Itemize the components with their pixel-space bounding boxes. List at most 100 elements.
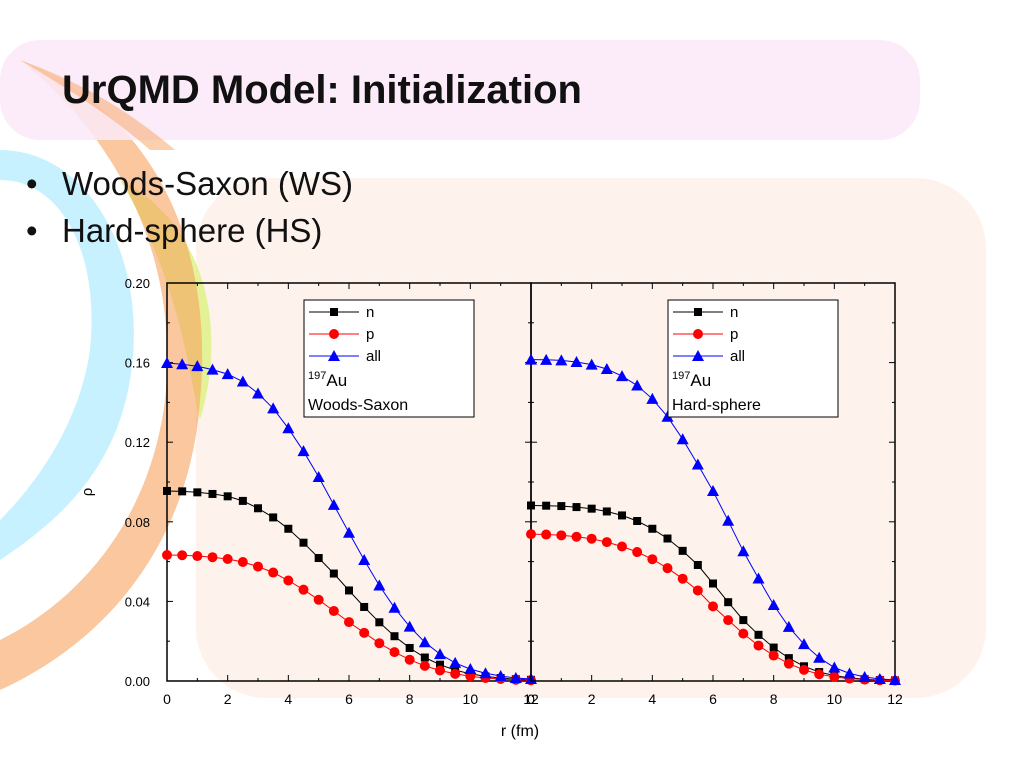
bullet-item: • Hard-sphere (HS) (26, 207, 353, 254)
legend-model: Hard-sphere (672, 397, 761, 414)
y-tick-label: 0.00 (125, 674, 150, 689)
data-point-p (708, 601, 718, 612)
data-point-p (222, 554, 233, 565)
x-tick-label: 2 (224, 691, 232, 707)
data-point-all (236, 375, 249, 387)
data-point-p (344, 617, 354, 628)
data-point-p (450, 668, 461, 679)
data-point-p (571, 531, 582, 542)
data-point-all (782, 620, 795, 632)
bullet-dot: • (26, 212, 38, 249)
legend-nucleus: 197Au (308, 370, 347, 390)
ribbon-orange-top (20, 60, 175, 150)
x-tick-label: 0 (527, 691, 535, 707)
data-point-all (449, 656, 462, 668)
data-point-p (692, 585, 703, 596)
data-point-n (345, 586, 353, 595)
data-point-all (828, 661, 841, 673)
data-point-n (360, 602, 369, 611)
legend-label-p: p (366, 326, 374, 343)
data-point-p (541, 529, 552, 540)
data-point-p (313, 594, 324, 605)
data-point-all (327, 498, 340, 510)
data-point-n (436, 660, 444, 669)
data-point-p (268, 567, 279, 578)
x-tick-label: 4 (284, 691, 292, 707)
data-point-all (191, 360, 204, 372)
data-point-n (254, 504, 262, 513)
data-point-p (526, 529, 536, 540)
data-point-all (418, 636, 431, 648)
data-point-n (390, 632, 399, 641)
data-point-n (618, 511, 626, 520)
y-tick-label: 0.08 (125, 515, 150, 530)
data-point-p (389, 647, 400, 658)
y-tick-label: 0.04 (125, 594, 150, 609)
data-point-n (693, 560, 702, 569)
data-point-all (403, 620, 416, 632)
data-point-n (587, 504, 596, 513)
data-point-p (632, 547, 643, 558)
data-point-n (572, 503, 581, 512)
title-band (0, 40, 920, 140)
data-point-all (297, 445, 310, 457)
data-point-all (813, 651, 826, 663)
legend-marker-p (329, 329, 339, 339)
data-point-p (435, 665, 445, 676)
data-point-n (709, 579, 717, 588)
data-point-all (646, 392, 659, 404)
data-point-n (663, 534, 672, 543)
data-point-all (509, 672, 522, 684)
data-point-p (738, 628, 749, 639)
data-point-all (691, 458, 704, 470)
nucleus-mass-number: 197 (672, 370, 690, 382)
legend: np all 197Au Woods-Saxon (303, 299, 475, 418)
legend-marker-n (694, 308, 702, 316)
data-point-n (269, 513, 278, 522)
data-point-p (207, 552, 218, 563)
x-tick-label: 6 (345, 691, 353, 707)
y-axis-title: ρ (79, 488, 96, 497)
data-point-all (858, 671, 871, 683)
data-point-p (419, 660, 430, 671)
bullet-text: Woods-Saxon (WS) (62, 165, 353, 202)
data-point-all (176, 358, 189, 370)
data-point-n (193, 488, 202, 497)
data-point-n (314, 554, 323, 563)
data-point-p (768, 650, 779, 661)
data-point-p (192, 551, 203, 562)
data-point-all (873, 673, 886, 685)
data-point-all (798, 638, 810, 650)
data-point-p (799, 664, 809, 675)
data-point-n (557, 502, 566, 511)
x-tick-label: 8 (406, 691, 414, 707)
data-point-all (479, 667, 492, 679)
chart-panel-1: 0 2 4 6 8 10 12 np all 197Au Woods-Saxon (161, 282, 539, 707)
data-point-all (707, 484, 719, 496)
data-point-all (555, 354, 568, 366)
data-point-p (162, 550, 172, 561)
data-point-n (405, 643, 414, 652)
data-point-n (208, 489, 217, 498)
data-point-n (299, 538, 308, 547)
data-point-p (753, 640, 764, 651)
data-point-n (648, 524, 657, 533)
data-point-all (494, 670, 507, 682)
legend-nucleus: 197Au (672, 370, 711, 390)
data-point-p (617, 541, 627, 552)
legend-model: Woods-Saxon (308, 397, 408, 414)
x-tick-label: 10 (827, 691, 843, 707)
data-point-n (329, 569, 338, 578)
y-tick-label: 0.20 (125, 276, 150, 291)
nucleus-symbol: Au (690, 371, 711, 390)
data-point-n (238, 496, 247, 505)
data-point-all (676, 433, 689, 445)
series-line-n (530, 505, 896, 681)
data-point-p (237, 556, 248, 567)
data-point-p (556, 530, 567, 541)
x-tick-label: 6 (709, 691, 717, 707)
series-line-n (166, 490, 532, 681)
data-point-p (662, 563, 673, 574)
data-point-all (221, 368, 234, 380)
